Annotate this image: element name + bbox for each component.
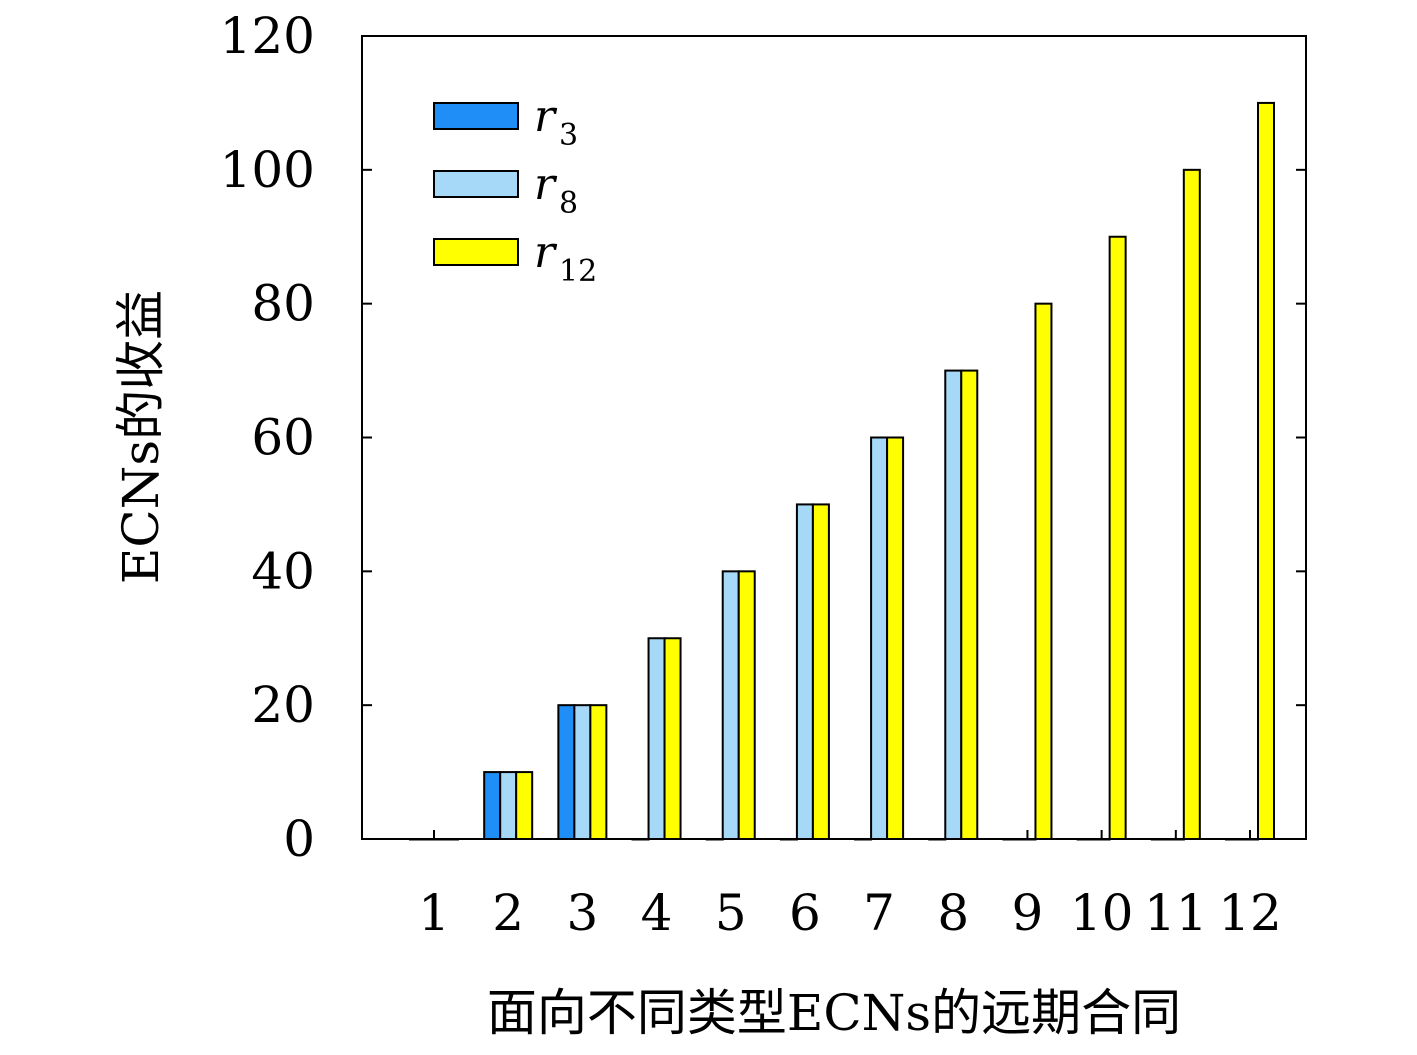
bar-r8-6 [795, 503, 814, 840]
bar-r3-8 [928, 838, 947, 841]
bar-r3-7 [854, 838, 873, 841]
bar-r12-11 [1182, 168, 1201, 841]
x-tick-label: 6 [789, 884, 821, 942]
bar-r12-5 [737, 570, 756, 840]
x-tick-label: 7 [863, 884, 895, 942]
x-tick-label: 12 [1218, 884, 1282, 942]
bar-r8-2 [499, 771, 518, 840]
bar-r12-10 [1108, 235, 1127, 840]
plot-area-frame [361, 35, 1307, 840]
bar-r8-5 [721, 570, 740, 840]
bar-r3-12 [1225, 838, 1243, 841]
bar-r8-1 [425, 838, 443, 841]
bar-r12-4 [663, 637, 682, 840]
y-tick-label: 60 [251, 409, 315, 467]
legend: r 3r 8r 12 [433, 91, 597, 289]
x-tick-label: 4 [641, 884, 673, 942]
x-tick-label: 2 [492, 884, 524, 942]
bar-r12-7 [886, 436, 905, 840]
y-tick-label: 40 [251, 542, 315, 600]
x-tick-label: 8 [937, 884, 969, 942]
bar-r8-4 [647, 637, 666, 840]
bar-r8-10 [1092, 838, 1111, 841]
x-tick-label: 10 [1070, 884, 1134, 942]
legend-swatch [433, 102, 519, 130]
bar-r12-9 [1034, 302, 1053, 840]
x-tick-label: 5 [715, 884, 747, 942]
y-tick-label: 100 [220, 141, 315, 199]
bar-r12-1 [441, 838, 459, 841]
bar-r12-12 [1257, 101, 1275, 840]
bar-r8-8 [944, 369, 963, 840]
y-tick-label: 0 [283, 810, 315, 868]
bar-r12-3 [589, 704, 608, 841]
x-tick-label: 1 [418, 884, 450, 942]
bar-r3-1 [409, 838, 427, 841]
bar-r8-3 [573, 704, 592, 841]
bar-r12-6 [811, 503, 830, 840]
bar-r3-6 [779, 838, 798, 841]
y-tick-label: 20 [251, 676, 315, 734]
bar-r3-5 [705, 838, 724, 841]
x-axis-label: 面向不同类型ECNs的远期合同 [487, 984, 1181, 1042]
x-tick-label: 11 [1144, 884, 1208, 942]
bar-r3-9 [1002, 838, 1021, 841]
x-tick-label: 3 [566, 884, 598, 942]
y-axis: 0 20 40 60 80 100 120 [220, 7, 1306, 868]
bar-r12-2 [515, 771, 534, 840]
bar-r3-10 [1076, 838, 1095, 841]
y-tick-label: 120 [220, 7, 315, 65]
x-axis: 1 2 3 4 5 6 7 8 9 10 11 12 [418, 830, 1282, 942]
bars [409, 101, 1275, 841]
bar-r3-2 [483, 771, 502, 840]
legend-swatch [433, 238, 519, 266]
bar-r3-11 [1150, 838, 1169, 841]
legend-swatch [433, 170, 519, 198]
x-tick-label: 9 [1012, 884, 1044, 942]
bar-r3-3 [557, 704, 576, 841]
y-tick-label: 80 [251, 275, 315, 333]
bar-r3-4 [631, 838, 650, 841]
legend-label: r 12 [534, 227, 597, 289]
y-axis-label: ECNs的收益 [112, 290, 170, 584]
bar-r12-8 [960, 369, 979, 840]
bar-r8-12 [1241, 838, 1259, 841]
bar-r8-11 [1166, 838, 1185, 841]
bar-r8-9 [1018, 838, 1037, 841]
bar-r8-7 [870, 436, 889, 840]
